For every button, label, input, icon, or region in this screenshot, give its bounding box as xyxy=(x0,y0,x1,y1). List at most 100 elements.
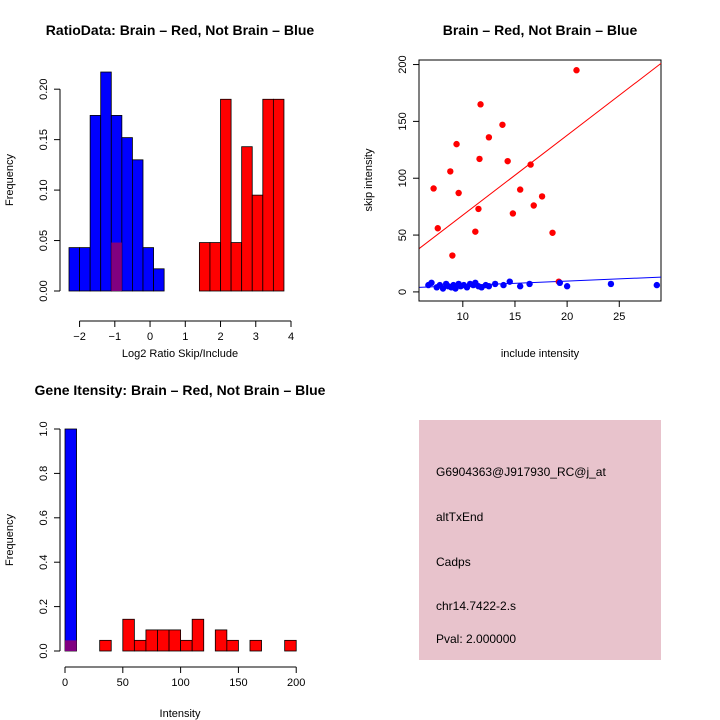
ratio-bar-brain xyxy=(198,242,211,292)
ratio-x-axis-label: Log2 Ratio Skip/Include xyxy=(122,348,238,360)
scatter-point-brain xyxy=(455,189,462,197)
intensity-bar-brain xyxy=(226,639,239,652)
location-text: chr14.7422-2.s xyxy=(436,599,516,613)
ratio-x-tick-label: 1 xyxy=(182,331,188,343)
ratio-bars xyxy=(68,71,285,292)
scatter-x-tick-label: 10 xyxy=(457,311,469,323)
gene-name-text: Cadps xyxy=(436,555,471,569)
intensity-bar-overlap xyxy=(65,640,77,651)
intensity-y-tick-label: 0.6 xyxy=(38,510,50,525)
ratio-bar-not-brain xyxy=(100,71,112,292)
scatter-y-axis-label: skip intensity xyxy=(363,148,375,211)
intensity-bar-brain xyxy=(133,639,147,652)
intensity-y-tick-label: 0.8 xyxy=(38,466,50,481)
ratio-bar-brain xyxy=(272,98,285,292)
scatter-points xyxy=(425,67,661,292)
scatter-point-brain xyxy=(476,155,483,163)
intensity-y-tick-label: 1.0 xyxy=(38,421,50,436)
intensity-bar-brain xyxy=(157,629,170,652)
ratio-y-tick-label: 0.00 xyxy=(38,280,50,301)
ratio-bar-not-brain xyxy=(89,115,102,292)
info-panel: G6904363@J917930_RC@j_at altTxEnd Cadps … xyxy=(419,420,661,660)
scatter-point-not-brain xyxy=(485,283,493,290)
scatter-point-brain xyxy=(509,210,517,217)
scatter-point-not-brain xyxy=(506,278,513,285)
ratio-x-tick-label: 2 xyxy=(217,331,223,343)
scatter-chart-title: Brain – Red, Not Brain – Blue xyxy=(443,22,638,38)
ratio-histogram-panel: RatioData: Brain – Red, Not Brain – Blue… xyxy=(4,22,314,360)
ratio-bar-not-brain xyxy=(153,268,165,292)
intensity-y-axis-label: Frequency xyxy=(4,514,16,566)
scatter-point-brain xyxy=(453,140,460,148)
scatter-point-brain xyxy=(434,225,441,232)
ratio-bar-not-brain xyxy=(142,247,154,292)
scatter-axes: 10 15 20 25 0 50 100 150 200 xyxy=(397,55,625,323)
intensity-y-tick-label: 0.4 xyxy=(38,555,50,570)
scatter-plot-box xyxy=(418,59,662,302)
scatter-point-brain xyxy=(538,193,546,200)
scatter-x-tick-label: 15 xyxy=(509,311,521,323)
probe-id-text: G6904363@J917930_RC@j_at xyxy=(436,465,606,479)
ratio-y-tick-label: 0.10 xyxy=(38,179,50,200)
scatter-point-not-brain xyxy=(500,281,507,289)
intensity-x-tick-label: 50 xyxy=(117,677,129,689)
scatter-point-brain xyxy=(504,157,511,165)
scatter-y-tick-label: 150 xyxy=(397,112,409,130)
ratio-bar-brain xyxy=(220,98,232,292)
info-panel-background xyxy=(419,420,661,660)
scatter-point-not-brain xyxy=(516,283,524,290)
scatter-point-brain xyxy=(447,168,454,175)
ratio-x-tick-label: −2 xyxy=(73,331,86,343)
intensity-x-tick-label: 150 xyxy=(229,677,247,689)
ratio-bar-not-brain xyxy=(79,247,91,292)
intensity-x-axis-label: Intensity xyxy=(160,708,201,720)
ratio-bar-brain xyxy=(230,242,243,292)
ratio-y-tick-label: 0.05 xyxy=(38,230,50,251)
scatter-fit-line-brain xyxy=(418,63,662,250)
scatter-x-tick-label: 20 xyxy=(561,311,573,323)
ratio-y-tick-label: 0.20 xyxy=(38,78,50,99)
scatter-point-not-brain xyxy=(556,279,564,287)
scatter-y-tick-label: 200 xyxy=(397,55,409,73)
ratio-x-tick-label: 3 xyxy=(253,331,259,343)
intensity-y-tick-label: 0.0 xyxy=(38,643,50,658)
scatter-y-tick-label: 100 xyxy=(397,169,409,187)
scatter-point-not-brain xyxy=(452,285,459,292)
scatter-fit-lines xyxy=(418,63,662,288)
scatter-y-tick-label: 50 xyxy=(397,229,409,241)
ratio-x-tick-label: 4 xyxy=(288,331,294,343)
intensity-bar-brain xyxy=(145,629,158,652)
scatter-point-brain xyxy=(472,228,479,235)
ratio-chart-title: RatioData: Brain – Red, Not Brain – Blue xyxy=(46,22,315,38)
ratio-bar-brain xyxy=(209,242,221,292)
intensity-bar-brain xyxy=(191,618,205,652)
scatter-y-tick-label: 0 xyxy=(397,289,409,295)
scatter-point-brain xyxy=(549,229,556,236)
intensity-y-tick-label: 0.2 xyxy=(38,599,50,614)
ratio-bar-not-brain xyxy=(68,247,80,292)
scatter-x-axis-label: include intensity xyxy=(501,348,580,360)
intensity-bars xyxy=(64,428,297,652)
scatter-point-brain xyxy=(477,101,484,108)
ratio-y-tick-label: 0.15 xyxy=(38,129,50,150)
intensity-histogram-panel: Gene Itensity: Brain – Red, Not Brain – … xyxy=(4,382,326,720)
scatter-x-tick-label: 25 xyxy=(613,311,625,323)
ratio-bar-not-brain xyxy=(121,137,133,292)
ratio-bar-brain xyxy=(241,146,253,292)
intensity-bar-brain xyxy=(180,639,193,652)
scatter-point-brain xyxy=(485,134,493,141)
ratio-axes: −2 −1 0 1 2 3 4 0.00 0.05 0.10 0.15 0.20 xyxy=(38,78,294,343)
ratio-bar-not-brain xyxy=(132,159,144,292)
event-type-text: altTxEnd xyxy=(436,510,483,524)
scatter-point-brain xyxy=(475,205,482,213)
intensity-bar-brain xyxy=(214,629,228,652)
ratio-bar-brain xyxy=(262,98,274,292)
intensity-x-tick-label: 200 xyxy=(287,677,305,689)
scatter-point-not-brain xyxy=(439,285,447,292)
intensity-bar-brain xyxy=(168,629,182,652)
scatter-point-not-brain xyxy=(428,279,435,287)
intensity-bar-brain xyxy=(99,639,112,652)
ratio-x-tick-label: 0 xyxy=(147,331,153,343)
intensity-bar-brain xyxy=(122,618,135,652)
